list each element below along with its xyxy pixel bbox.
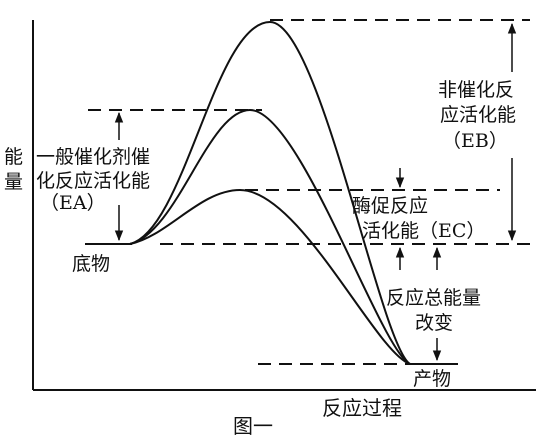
general-catalyst-label-line-2: 化反应活化能 <box>36 170 150 192</box>
figure-caption: 图一 <box>233 414 273 438</box>
curve-uncatalyzed <box>129 20 411 365</box>
reactant-label: 底物 <box>72 253 110 275</box>
x-axis-label: 反应过程 <box>322 396 402 420</box>
curve-general-catalyst <box>129 108 411 365</box>
non-catalyzed-label-line-1: 非催化反 <box>438 79 514 101</box>
non-catalyzed-label-line-3: （EB） <box>442 130 508 152</box>
general-catalyst-label-line-1: 一般催化剂催 <box>36 146 150 168</box>
y-axis-label-line-2: 量 <box>4 171 23 193</box>
general-catalyst-label-line-3: （EA） <box>40 192 106 214</box>
curve-enzyme <box>129 188 411 365</box>
enzyme-label-line-2: 活化能（EC） <box>362 220 485 242</box>
enzyme-label-line-1: 酶促反应 <box>352 195 428 217</box>
total-change-label-line-2: 改变 <box>415 312 453 334</box>
y-axis-label-line-1: 能 <box>4 146 23 168</box>
product-label: 产物 <box>413 368 451 390</box>
total-change-label-line-1: 反应总能量 <box>386 287 481 309</box>
non-catalyzed-label-line-2: 应活化能 <box>440 104 516 126</box>
